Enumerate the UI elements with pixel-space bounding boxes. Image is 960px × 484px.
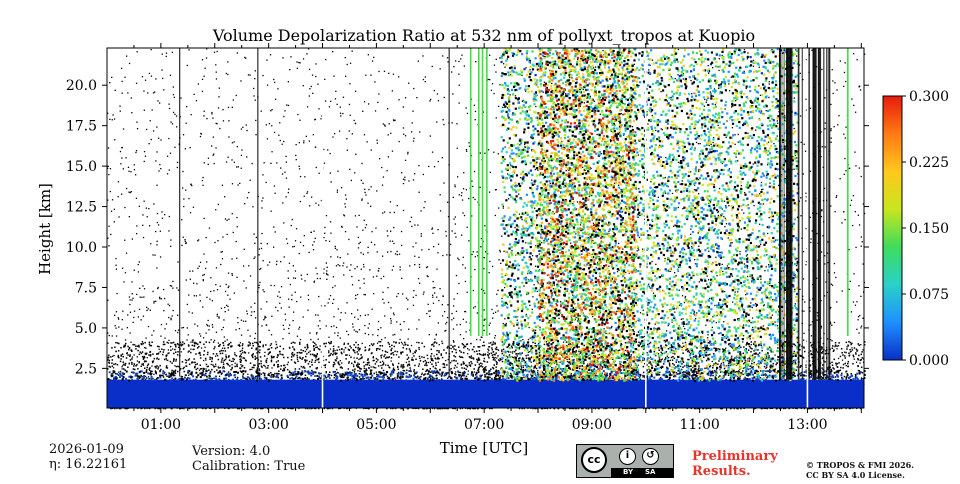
x-tick-label: 03:00 <box>248 417 288 433</box>
measurement-date: 2026-01-09 <box>49 442 127 457</box>
x-tick-label: 07:00 <box>464 417 504 433</box>
y-tick-label: 10.0 <box>66 240 97 256</box>
chart-title: Volume Depolarization Ratio at 532 nm of… <box>212 26 755 45</box>
colorbar-tick-label: 0.150 <box>909 221 949 237</box>
eta-value: η: 16.22161 <box>49 457 127 472</box>
y-tick-label: 12.5 <box>66 200 97 216</box>
copyright-block: © TROPOS & FMI 2026. CC BY SA 4.0 Licens… <box>806 460 914 480</box>
preliminary-notice: Preliminary Results. <box>692 449 778 479</box>
colorbar-tick-label: 0.225 <box>909 155 949 171</box>
license-text: CC BY SA 4.0 License. <box>806 470 914 480</box>
y-tick-label: 17.5 <box>66 119 97 135</box>
cc-icon: cc <box>581 447 607 473</box>
share-alike-icon: ↺ <box>642 448 659 465</box>
y-tick-label: 5.0 <box>75 321 97 337</box>
colorbar-bar <box>883 96 902 360</box>
calibration-text: Calibration: True <box>192 459 305 474</box>
by-label: BY <box>623 468 633 477</box>
plot-area <box>107 48 866 409</box>
y-tick-label: 20.0 <box>66 78 97 94</box>
x-tick-label: 11:00 <box>679 417 719 433</box>
results-text: Results. <box>692 464 778 479</box>
version-block: Version: 4.0 Calibration: True <box>192 444 305 474</box>
x-tick-label: 01:00 <box>141 417 181 433</box>
x-tick-label: 05:00 <box>356 417 396 433</box>
x-axis-label: Time [UTC] <box>440 439 529 457</box>
version-text: Version: 4.0 <box>192 444 305 459</box>
preliminary-text: Preliminary <box>692 449 778 464</box>
y-tick-label: 2.5 <box>75 361 97 377</box>
x-tick-label: 13:00 <box>787 417 827 433</box>
colorbar: 0.000 0.075 0.150 0.225 0.300 <box>883 89 949 369</box>
boundary-layer-region <box>107 380 864 408</box>
cc-license-badge: cc i ↺ BY SA <box>576 444 674 478</box>
colorbar-tick-label: 0.075 <box>909 287 949 303</box>
colorbar-tick-label: 0.000 <box>909 353 949 369</box>
colorbar-tick-label: 0.300 <box>909 89 949 105</box>
y-tick-label: 15.0 <box>66 159 97 175</box>
date-eta-block: 2026-01-09 η: 16.22161 <box>49 442 127 472</box>
license-strip <box>611 468 673 477</box>
y-axis-label: Height [km] <box>36 183 54 275</box>
sa-label: SA <box>645 468 655 477</box>
x-tick-label: 09:00 <box>572 417 612 433</box>
attribution-icon: i <box>619 448 636 465</box>
copyright-text: © TROPOS & FMI 2026. <box>806 460 914 470</box>
y-tick-label: 7.5 <box>75 280 97 296</box>
